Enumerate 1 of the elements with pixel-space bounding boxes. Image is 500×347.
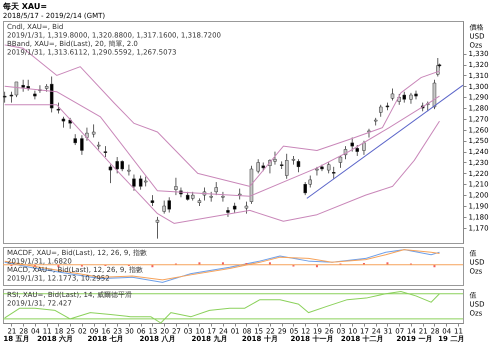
chart-title: 每天 XAU= [2, 2, 48, 11]
